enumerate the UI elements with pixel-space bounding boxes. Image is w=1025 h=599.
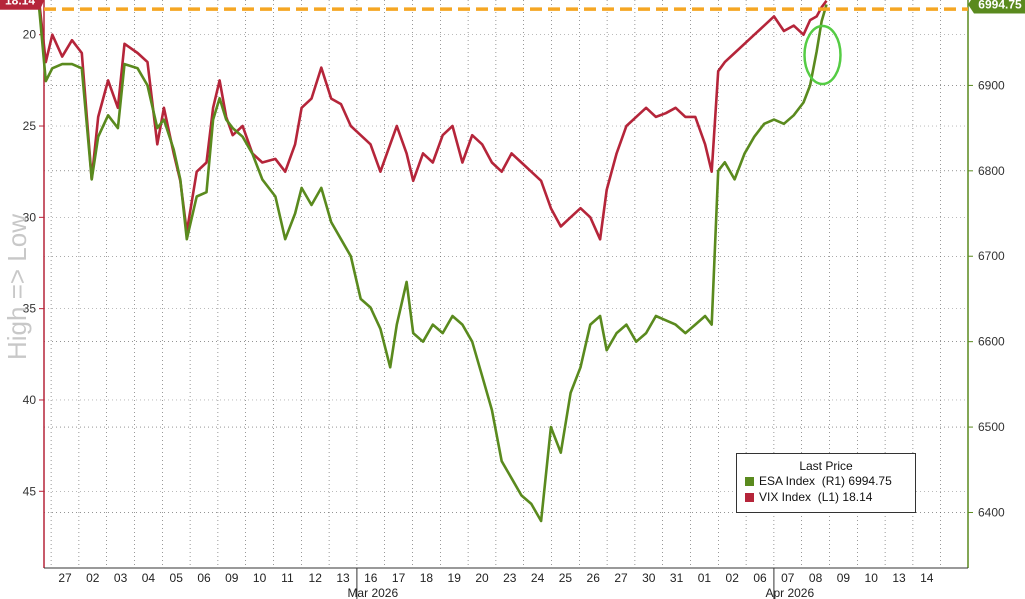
x-tick-label: 06 <box>197 571 211 585</box>
vix-index-line <box>37 0 828 241</box>
x-tick-label: 11 <box>281 571 294 585</box>
x-tick-label: 02 <box>86 571 100 585</box>
x-tick-label: 25 <box>559 571 573 585</box>
x-tick-label: 12 <box>309 571 323 585</box>
x-tick-label: 07 <box>781 571 795 585</box>
x-tick-label: 19 <box>448 571 462 585</box>
series-lines <box>37 0 828 523</box>
right-tick-label: 6500 <box>978 420 1005 434</box>
highlight-circle <box>803 24 842 86</box>
legend-vix-axis: (L1) <box>817 490 840 504</box>
x-tick-label: 05 <box>170 571 184 585</box>
left-last-price-flag: 18.14 <box>0 0 44 10</box>
x-tick-label: 27 <box>614 571 628 585</box>
x-tick-label: 30 <box>642 571 656 585</box>
right-flag-tip <box>968 0 974 14</box>
x-tick-label: 20 <box>475 571 489 585</box>
x-tick-label: 26 <box>587 571 601 585</box>
x-tick-label: 27 <box>58 571 72 585</box>
left-tick-label: 45 <box>23 484 37 498</box>
x-tick-label: 31 <box>670 571 684 585</box>
x-tick-label: 18 <box>420 571 434 585</box>
x-tick-label: 13 <box>892 571 906 585</box>
axes <box>43 0 969 569</box>
legend-vix-last: 18.14 <box>842 490 873 504</box>
x-tick-label: 10 <box>253 571 267 585</box>
right-flag-bg <box>974 0 1025 14</box>
legend-swatch-vix <box>745 492 754 502</box>
grid-lines <box>44 0 968 568</box>
left-flag-tip <box>40 0 44 10</box>
x-tick-label: 03 <box>114 571 128 585</box>
right-tick-label: 6700 <box>978 249 1005 263</box>
legend-title: Last Price <box>799 459 853 473</box>
right-tick-label: 6900 <box>978 78 1005 92</box>
left-tick-label: 35 <box>23 302 37 316</box>
x-tick-label: 01 <box>698 571 712 585</box>
right-axis-ticks: 6400 6500 6600 6700 6800 6900 <box>968 78 1005 519</box>
legend-entry-esa: ESA Index (R1) 6994.75 <box>737 473 915 489</box>
left-tick-label: 30 <box>23 210 37 224</box>
left-tick-label: 20 <box>23 28 37 42</box>
month-label: Mar 2026 <box>347 586 398 599</box>
legend-esa-name: ESA Index <box>759 474 816 488</box>
right-flag-text: 6994.75 <box>978 0 1022 11</box>
legend-esa-axis: (R1) <box>821 474 846 488</box>
x-tick-label: 09 <box>225 571 239 585</box>
left-axis-ticks: 20 25 30 35 40 45 <box>23 28 44 498</box>
left-axis-label: High => Low <box>2 214 32 360</box>
left-flag-bg <box>0 0 40 10</box>
x-tick-label: 16 <box>364 571 378 585</box>
x-tick-label: 04 <box>142 571 156 585</box>
legend-esa-last: 6994.75 <box>848 474 892 488</box>
x-tick-label: 06 <box>753 571 767 585</box>
x-tick-label: 24 <box>531 571 545 585</box>
x-axis-ticks: 27 02 03 04 05 06 09 10 11 12 13 16 17 18 19 20 23 24 25 26… <box>58 568 934 599</box>
left-tick-label: 40 <box>23 393 37 407</box>
right-tick-label: 6600 <box>978 335 1005 349</box>
left-tick-label: 25 <box>23 119 37 133</box>
legend-swatch-esa <box>745 476 754 486</box>
x-tick-label: 08 <box>809 571 823 585</box>
right-last-price-flag: 6994.75 <box>968 0 1025 14</box>
x-tick-label: 09 <box>837 571 851 585</box>
x-tick-label: 23 <box>503 571 517 585</box>
x-tick-label: 02 <box>726 571 740 585</box>
x-tick-label: 10 <box>865 571 879 585</box>
x-tick-label: 14 <box>920 571 934 585</box>
legend-entry-vix: VIX Index (L1) 18.14 <box>737 489 915 505</box>
legend-vix-name: VIX Index <box>759 490 812 504</box>
overlay: 18.14 6994.75 <box>0 0 1025 86</box>
right-tick-label: 6400 <box>978 505 1005 519</box>
esa-index-line <box>37 4 828 523</box>
x-tick-label: 13 <box>336 571 350 585</box>
legend: Last Price ESA Index (R1) 6994.75 VIX In… <box>736 453 916 513</box>
x-tick-label: 17 <box>392 571 406 585</box>
left-flag-text: 18.14 <box>5 0 35 8</box>
month-label: Apr 2026 <box>765 586 814 599</box>
right-tick-label: 6800 <box>978 164 1005 178</box>
